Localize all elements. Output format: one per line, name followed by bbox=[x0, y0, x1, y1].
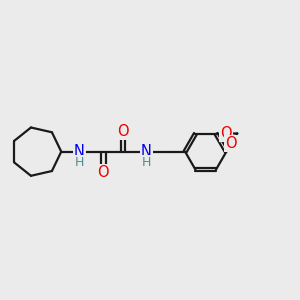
Text: N: N bbox=[74, 144, 85, 159]
Text: H: H bbox=[142, 156, 151, 169]
Text: N: N bbox=[141, 144, 152, 159]
Text: H: H bbox=[74, 156, 84, 169]
Text: O: O bbox=[98, 165, 109, 180]
Text: O: O bbox=[226, 136, 237, 151]
Text: O: O bbox=[117, 124, 129, 139]
Text: O: O bbox=[220, 126, 232, 141]
